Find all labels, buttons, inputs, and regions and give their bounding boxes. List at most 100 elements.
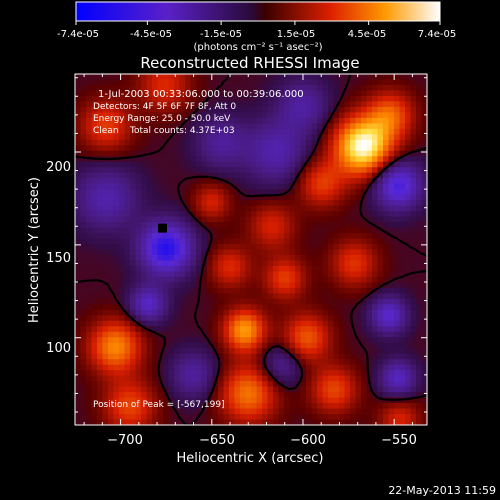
heatmap-cell xyxy=(355,342,362,349)
heatmap-cell xyxy=(91,381,98,388)
heatmap-cell xyxy=(218,276,225,283)
heatmap-cell xyxy=(196,227,203,234)
heatmap-cell xyxy=(141,233,148,240)
heatmap-cell xyxy=(251,128,258,135)
heatmap-cell xyxy=(179,222,186,229)
heatmap-cell xyxy=(311,238,318,245)
heatmap-cell xyxy=(141,156,148,163)
heatmap-cell xyxy=(135,403,142,410)
heatmap-cell xyxy=(240,156,247,163)
heatmap-cell xyxy=(157,205,164,212)
heatmap-cell xyxy=(240,101,247,108)
heatmap-cell xyxy=(383,370,390,377)
heatmap-cell xyxy=(212,293,219,300)
heatmap-cell xyxy=(328,260,335,267)
heatmap-cell xyxy=(377,112,384,119)
heatmap-cell xyxy=(124,172,131,179)
heatmap-cell xyxy=(196,353,203,360)
heatmap-cell xyxy=(333,271,340,278)
heatmap-cell xyxy=(399,326,406,333)
heatmap-cell xyxy=(289,172,296,179)
heatmap-cell xyxy=(416,287,423,294)
heatmap-cell xyxy=(416,419,423,425)
heatmap-cell xyxy=(410,342,417,349)
heatmap-cell xyxy=(119,392,126,399)
heatmap-cell xyxy=(163,167,170,174)
heatmap-cell xyxy=(201,211,208,218)
heatmap-cell xyxy=(311,150,318,157)
heatmap-cell xyxy=(240,106,247,113)
heatmap-cell xyxy=(157,337,164,344)
heatmap-cell xyxy=(146,315,153,322)
heatmap-cell xyxy=(168,200,175,207)
heatmap-cell xyxy=(113,211,120,218)
heatmap-cell xyxy=(416,315,423,322)
heatmap-cell xyxy=(152,304,159,311)
heatmap-cell xyxy=(245,359,252,366)
heatmap-cell xyxy=(97,320,104,327)
heatmap-cell xyxy=(119,265,126,273)
heatmap-cell xyxy=(124,276,131,283)
heatmap-cell xyxy=(410,320,417,327)
heatmap-cell xyxy=(245,101,252,108)
heatmap-cell xyxy=(196,101,203,108)
heatmap-cell xyxy=(405,337,412,344)
heatmap-cell xyxy=(289,265,296,273)
heatmap-cell xyxy=(212,222,219,229)
heatmap-cell xyxy=(262,337,269,344)
heatmap-cell xyxy=(174,222,181,229)
heatmap-cell xyxy=(372,101,379,108)
heatmap-cell xyxy=(91,205,98,212)
heatmap-cell xyxy=(240,265,247,273)
heatmap-cell xyxy=(86,403,93,410)
heatmap-cell xyxy=(262,145,269,152)
heatmap-cell xyxy=(267,342,274,349)
heatmap-cell xyxy=(289,276,296,283)
heatmap-cell xyxy=(383,276,390,283)
heatmap-cell xyxy=(339,74,346,81)
heatmap-cell xyxy=(223,194,230,201)
heatmap-cell xyxy=(108,342,115,349)
heatmap-cell xyxy=(113,287,120,294)
heatmap-cell xyxy=(361,139,368,146)
heatmap-cell xyxy=(91,282,98,289)
heatmap-cell xyxy=(207,282,214,289)
heatmap-cell xyxy=(410,364,417,371)
heatmap-cell xyxy=(311,194,318,201)
heatmap-cell xyxy=(394,200,401,207)
heatmap-cell xyxy=(333,145,340,152)
heatmap-cell xyxy=(212,304,219,311)
heatmap-cell xyxy=(119,106,126,113)
heatmap-cell xyxy=(355,95,362,103)
heatmap-cell xyxy=(284,331,291,338)
heatmap-cell xyxy=(311,293,318,300)
heatmap-cell xyxy=(399,337,406,344)
heatmap-cell xyxy=(212,178,219,185)
heatmap-cell xyxy=(262,150,269,157)
heatmap-cell xyxy=(421,216,427,223)
heatmap-cell xyxy=(399,84,406,92)
heatmap-cell xyxy=(361,150,368,157)
heatmap-cell xyxy=(311,287,318,294)
heatmap-cell xyxy=(394,101,401,108)
heatmap-cell xyxy=(372,227,379,234)
heatmap-cell xyxy=(350,386,357,393)
heatmap-cell xyxy=(355,386,362,393)
heatmap-cell xyxy=(256,123,263,130)
heatmap-cell xyxy=(201,74,208,81)
heatmap-cell xyxy=(273,375,280,382)
heatmap-cell xyxy=(179,331,186,338)
heatmap-cell xyxy=(141,276,148,283)
heatmap-cell xyxy=(383,392,390,399)
heatmap-cell xyxy=(284,304,291,311)
heatmap-cell xyxy=(223,150,230,157)
heatmap-cell xyxy=(152,386,159,393)
heatmap-cell xyxy=(207,189,214,196)
heatmap-cell xyxy=(141,331,148,338)
heatmap-cell xyxy=(405,211,412,218)
heatmap-cell xyxy=(108,95,115,103)
heatmap-cell xyxy=(185,282,192,289)
heatmap-cell xyxy=(190,254,197,262)
heatmap-cell xyxy=(300,370,307,377)
heatmap-cell xyxy=(366,359,373,366)
